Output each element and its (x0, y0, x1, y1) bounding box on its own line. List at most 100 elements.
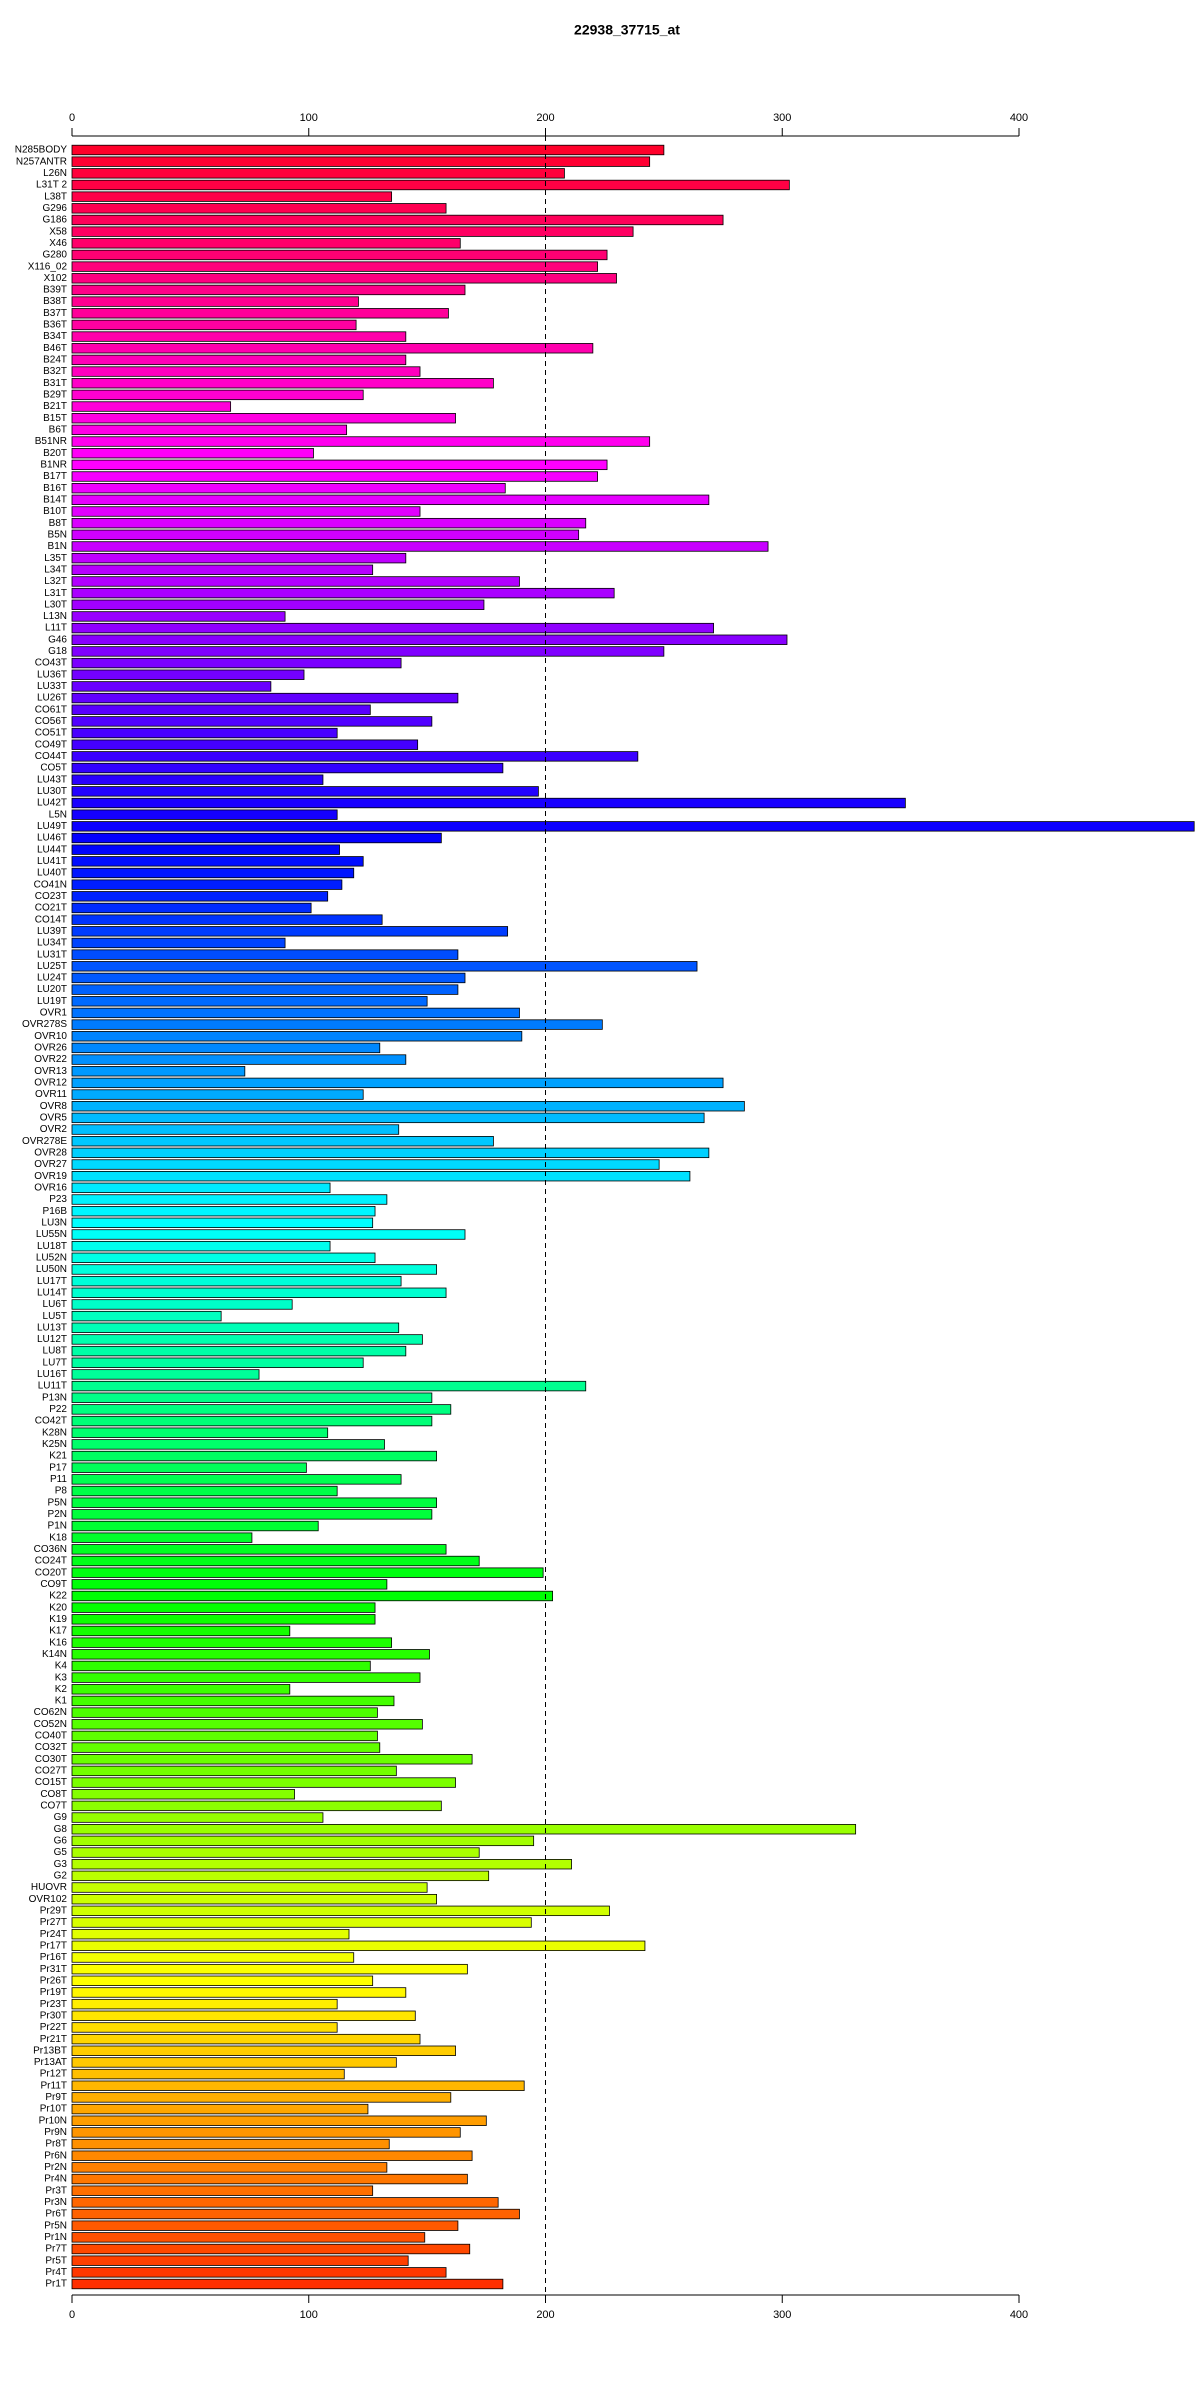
bar (71, 1987, 407, 1998)
bar (71, 296, 359, 307)
category-label: B1N (48, 541, 67, 552)
bar (71, 1182, 331, 1194)
category-label: L13N (43, 611, 67, 622)
category-label: CO21T (35, 903, 67, 914)
bar (71, 226, 634, 237)
category-label: Pr9N (44, 2127, 67, 2138)
bar (71, 984, 459, 995)
category-label: X46 (49, 238, 67, 249)
bar (71, 1031, 523, 1042)
bar (71, 168, 565, 179)
category-label: P2N (48, 1509, 67, 1520)
category-label: K19 (49, 1614, 67, 1625)
category-label: Pr3N (44, 2197, 67, 2208)
bar (71, 1637, 393, 1648)
category-label: Pr5T (45, 2255, 67, 2266)
category-label: OVR16 (34, 1182, 67, 1193)
category-label: P1N (48, 1521, 67, 1532)
bar (71, 2068, 345, 2080)
category-label: L31T (44, 588, 67, 599)
category-label: LU11T (38, 1381, 67, 1392)
category-label: P13N (42, 1392, 67, 1403)
bar (71, 482, 506, 494)
bar (71, 1567, 544, 1578)
category-label: OVR12 (34, 1078, 67, 1089)
category-label: Pr13BT (33, 2045, 67, 2056)
category-label: CO52N (34, 1719, 67, 1730)
bar (71, 1007, 520, 1019)
category-label: OVR26 (34, 1043, 67, 1054)
category-label: Pr24T (40, 1929, 67, 1940)
bar (71, 576, 520, 587)
category-label: LU8T (43, 1346, 67, 1357)
bar (71, 179, 790, 191)
bar (71, 1777, 456, 1788)
bar (71, 1952, 355, 1963)
category-label: LU34T (37, 938, 67, 949)
bar (71, 1532, 253, 1543)
bar (71, 1147, 710, 1159)
bar (71, 1019, 603, 1030)
bar (71, 1474, 402, 1485)
category-label: LU43T (37, 774, 67, 785)
bar (71, 891, 329, 902)
category-label: Pr21T (40, 2034, 67, 2045)
category-label: Pr19T (40, 1987, 67, 1998)
category-label: L26N (43, 168, 67, 179)
category-label: X116_02 (28, 261, 68, 272)
category-label: G296 (43, 203, 68, 214)
bar (71, 1369, 260, 1380)
category-label: K2 (55, 1684, 68, 1695)
category-label: CO24T (35, 1556, 67, 1567)
bar (71, 1252, 376, 1263)
category-label: K17 (49, 1626, 67, 1637)
bar (71, 1544, 447, 1555)
category-label: LU14T (37, 1287, 67, 1298)
bar (71, 1963, 468, 1975)
bar (71, 1240, 331, 1252)
bar (71, 1893, 437, 1905)
category-label: OVR278S (22, 1019, 67, 1030)
bar (71, 1940, 646, 1952)
category-label: B21T (43, 401, 67, 412)
bar (71, 716, 433, 727)
category-label: K20 (49, 1602, 67, 1613)
category-label: LU46T (37, 833, 67, 844)
category-label: K3 (55, 1672, 68, 1683)
category-label: LU36T (37, 669, 67, 680)
bar (71, 914, 383, 925)
category-label: LU16T (37, 1369, 67, 1380)
bar (71, 669, 305, 680)
top-tick-label: 200 (536, 112, 554, 124)
category-label: LU13T (37, 1322, 67, 1333)
category-label: LU39T (37, 926, 67, 937)
category-label: P16B (43, 1206, 68, 1217)
bar (71, 1870, 490, 1882)
category-label: CO40T (35, 1731, 67, 1742)
category-label: Pr7T (45, 2244, 67, 2255)
category-label: G6 (54, 1836, 68, 1847)
category-label: CO49T (35, 739, 67, 750)
category-label: G5 (54, 1847, 68, 1858)
bar (71, 1299, 293, 1310)
bar (71, 937, 286, 949)
category-label: HUOVR (31, 1882, 67, 1893)
category-label: CO32T (35, 1742, 67, 1753)
bar (71, 972, 466, 984)
bar (71, 156, 651, 167)
bottom-tick-label: 200 (536, 2309, 554, 2321)
bar (71, 1660, 371, 1672)
bar (71, 809, 338, 820)
bar (71, 249, 608, 261)
bar (71, 552, 407, 564)
bar (71, 459, 608, 471)
category-label: LU3N (41, 1217, 67, 1228)
bar (71, 2138, 390, 2150)
category-label: Pr6N (44, 2150, 67, 2161)
category-label: LU20T (37, 984, 67, 995)
bar (71, 529, 580, 541)
category-label: LU17T (37, 1276, 67, 1287)
bar (71, 1124, 400, 1135)
bar (71, 1089, 364, 1100)
category-label: K28N (42, 1427, 67, 1438)
